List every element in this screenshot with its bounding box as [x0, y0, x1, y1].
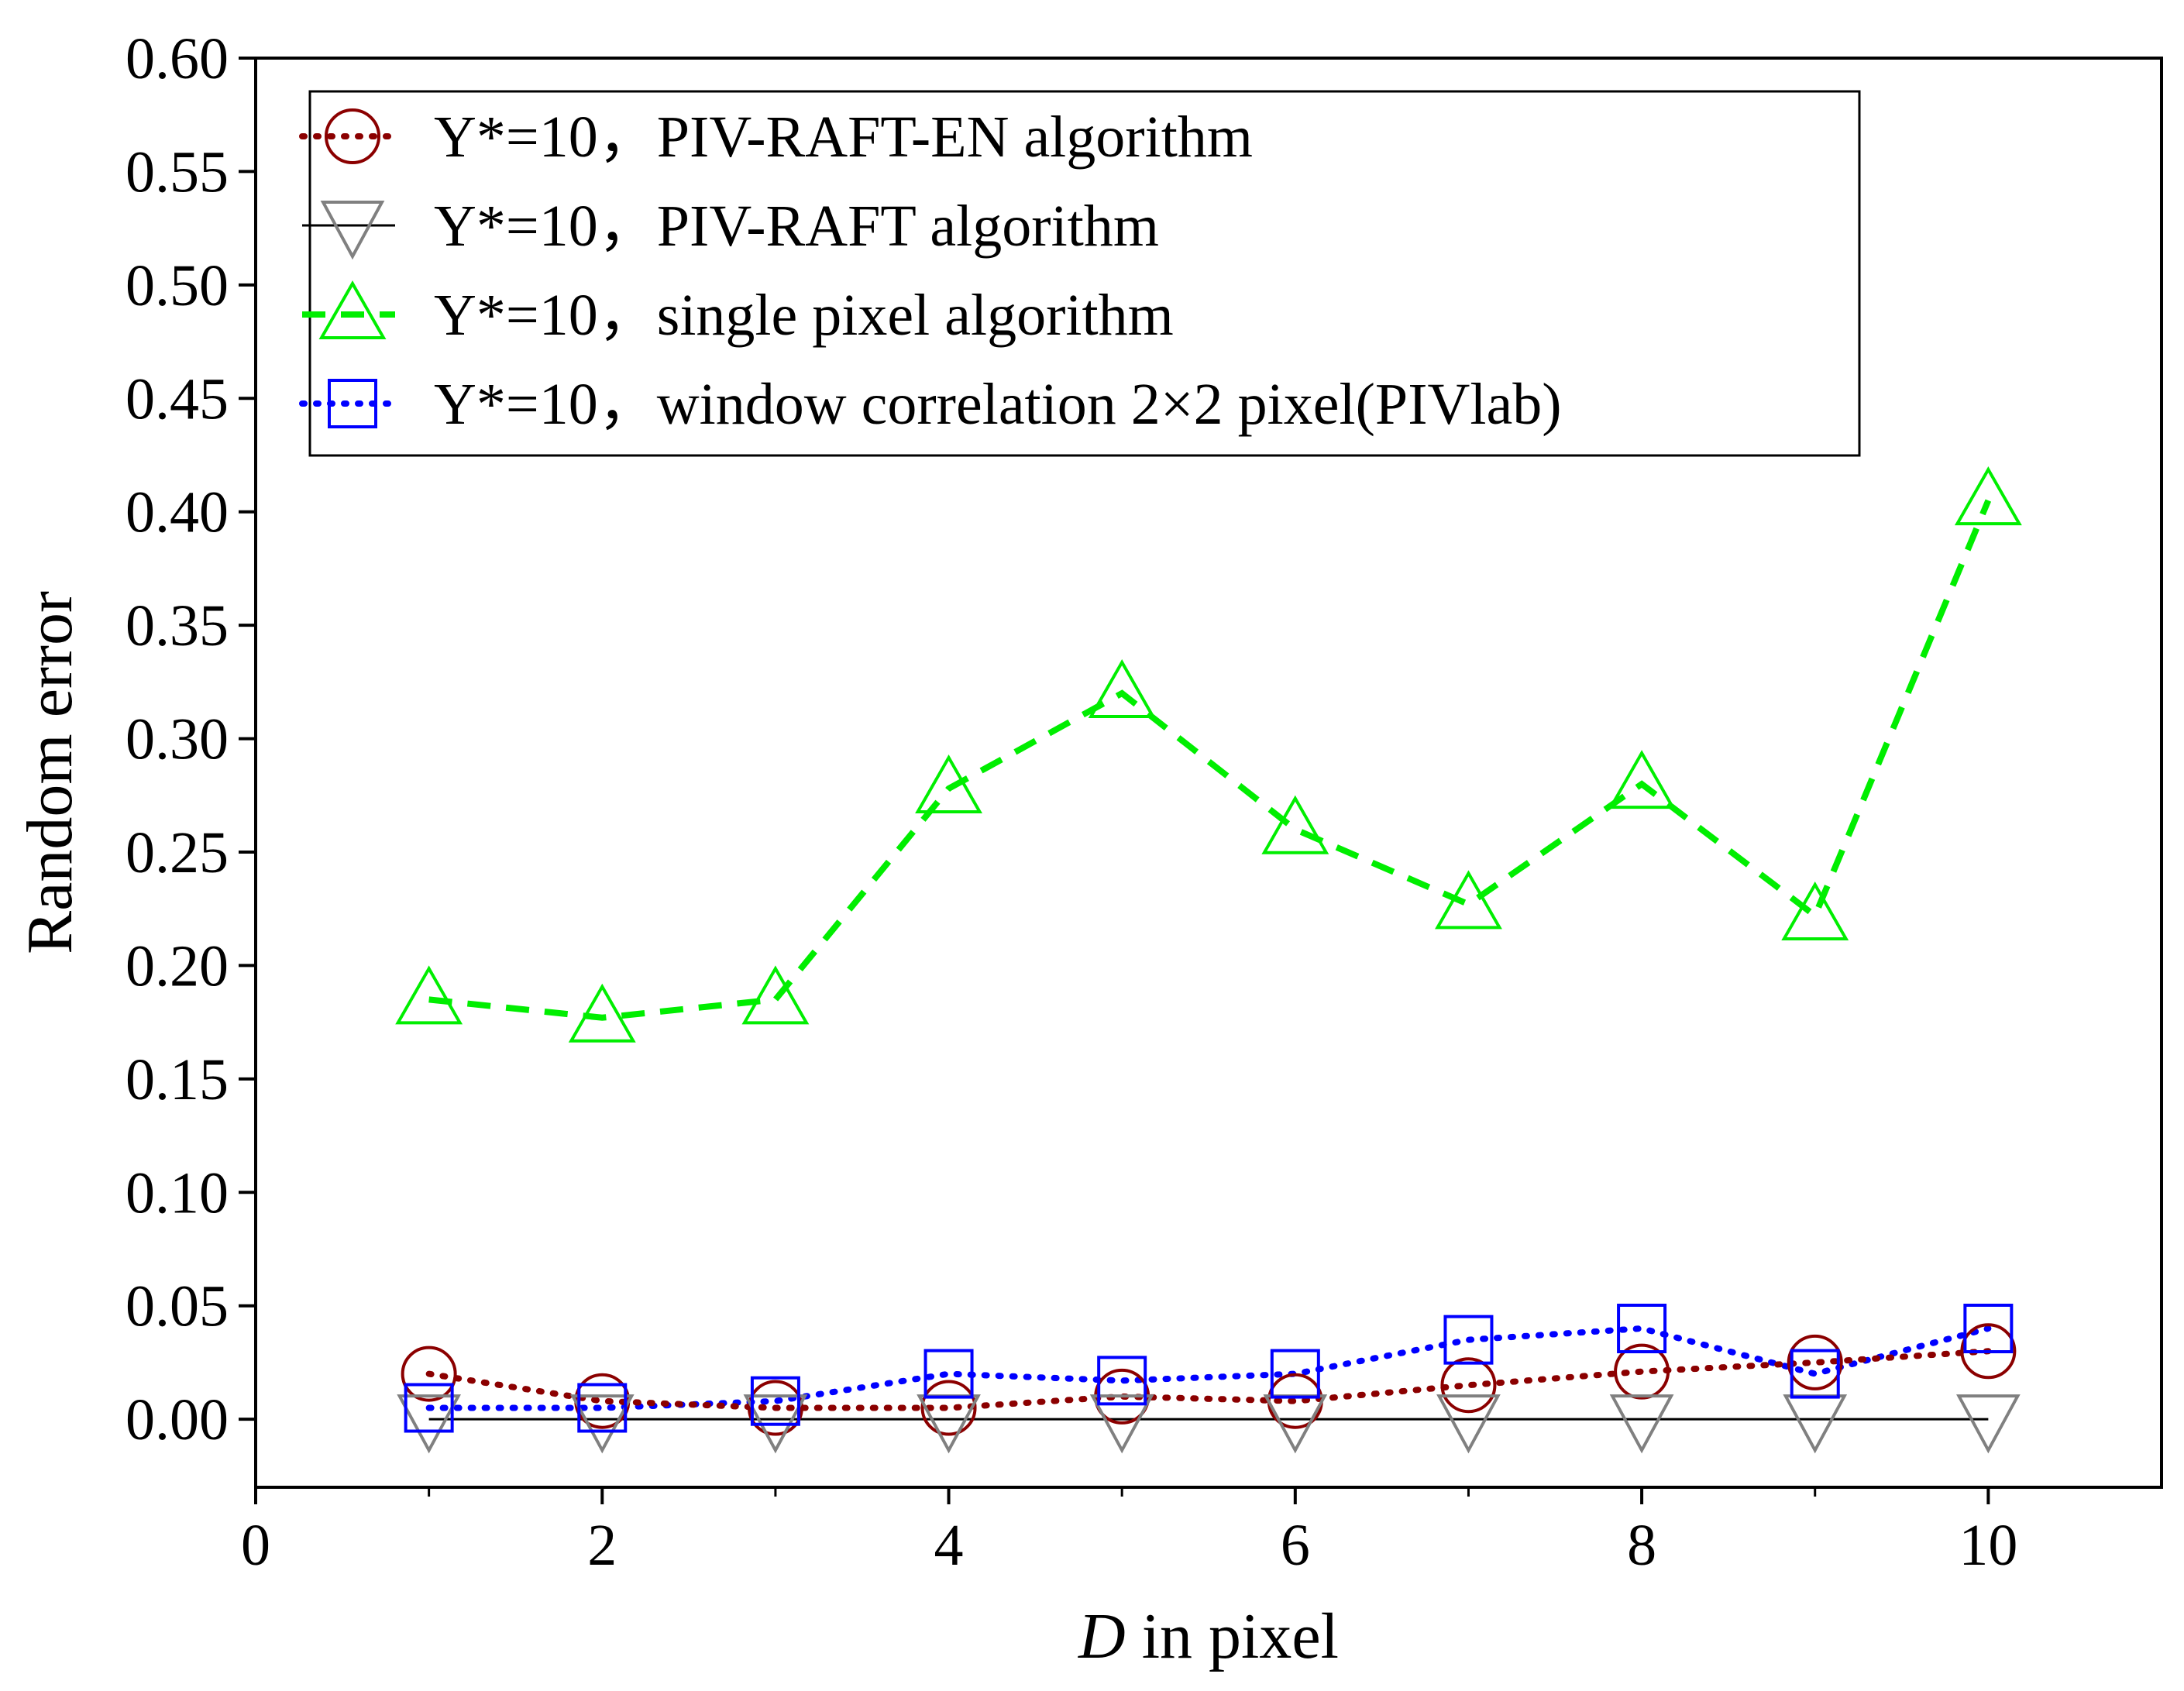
y-tick-label-8: 0.35	[126, 593, 229, 658]
y-tick-label-11: 0.50	[126, 253, 229, 318]
x-tick-label-4: 6	[1281, 1513, 1310, 1578]
x-axis-title: D in pixel	[1078, 1600, 1339, 1672]
legend-label-3: Y*=10，single pixel algorithm	[434, 283, 1174, 348]
x-tick-label-6: 10	[1959, 1513, 2017, 1578]
series-3-point-9	[1781, 881, 1849, 940]
series-1-point-8	[1614, 1343, 1670, 1400]
y-tick-label-4: 0.15	[126, 1047, 229, 1112]
x-tick-label-2: 2	[587, 1513, 617, 1578]
series-2-point-9	[1783, 1394, 1848, 1454]
series-2-point-2	[569, 1394, 635, 1454]
series-4-point-10	[1963, 1304, 2014, 1353]
series-2-point-5	[1089, 1394, 1154, 1454]
series-4-point-3	[750, 1376, 800, 1426]
legend-marker-2	[320, 201, 385, 260]
series-3-point-3	[741, 965, 810, 1025]
y-tick-label-1: 0.00	[126, 1387, 229, 1452]
y-tick-label-5: 0.20	[126, 933, 229, 998]
series-4-point-8	[1617, 1304, 1667, 1353]
series-3-point-7	[1435, 870, 1502, 930]
series-3-point-8	[1608, 750, 1676, 809]
series-1-point-4	[920, 1380, 977, 1436]
series-3-point-6	[1261, 795, 1329, 854]
y-tick-label-7: 0.30	[126, 707, 229, 772]
series-2-point-1	[397, 1394, 461, 1454]
y-tick-label-12: 0.55	[126, 139, 229, 205]
plot-frame	[254, 57, 2163, 1489]
x-axis-title-rest: in pixel	[1126, 1600, 1339, 1672]
series-1-point-1	[401, 1346, 457, 1402]
y-tick-label-6: 0.25	[126, 820, 229, 885]
legend-marker-3	[318, 280, 387, 339]
y-axis-title: Random error	[14, 591, 86, 954]
series-line-3	[428, 499, 1992, 1021]
x-axis-title-italic: D	[1078, 1600, 1126, 1672]
legend-box	[308, 90, 1861, 457]
legend-marker-4	[328, 379, 377, 428]
series-2-point-8	[1609, 1394, 1674, 1454]
series-3-point-5	[1088, 658, 1156, 718]
x-tick-label-3: 4	[934, 1513, 964, 1578]
series-3-point-10	[1954, 466, 2022, 526]
series-4-point-7	[1443, 1315, 1494, 1365]
series-1-point-3	[747, 1380, 803, 1436]
series-1-point-7	[1440, 1357, 1497, 1414]
y-tick-label-3: 0.10	[126, 1160, 229, 1225]
series-4-point-2	[577, 1383, 628, 1433]
series-4-point-4	[923, 1349, 974, 1399]
x-tick-label-5: 8	[1627, 1513, 1656, 1578]
series-1-point-9	[1787, 1334, 1843, 1390]
series-2-point-6	[1263, 1394, 1328, 1454]
legend-label-1: Y*=10，PIV-RAFT-EN algorithm	[434, 105, 1253, 170]
series-line-1	[425, 1348, 1992, 1411]
series-4-point-9	[1790, 1349, 1840, 1399]
series-line-4	[425, 1325, 1992, 1411]
y-tick-label-2: 0.05	[126, 1274, 229, 1339]
series-3-point-1	[395, 965, 463, 1025]
legend-label-4: Y*=10，window correlation 2×2 pixel(PIVla…	[434, 372, 1562, 437]
series-3-point-2	[568, 983, 636, 1043]
y-tick-label-10: 0.45	[126, 366, 229, 431]
series-4-point-6	[1270, 1349, 1320, 1399]
series-4-point-1	[404, 1383, 454, 1433]
y-tick-label-13: 0.60	[126, 26, 229, 91]
legend-label-2: Y*=10，PIV-RAFT algorithm	[434, 194, 1159, 259]
series-4-point-5	[1097, 1356, 1147, 1406]
series-2-point-10	[1956, 1394, 2021, 1454]
series-2-point-7	[1436, 1394, 1501, 1454]
x-tick-label-1: 0	[241, 1513, 270, 1578]
legend-marker-1	[325, 108, 380, 164]
y-tick-label-9: 0.40	[126, 480, 229, 545]
series-1-point-10	[1960, 1323, 2017, 1380]
series-3-point-4	[915, 754, 982, 813]
